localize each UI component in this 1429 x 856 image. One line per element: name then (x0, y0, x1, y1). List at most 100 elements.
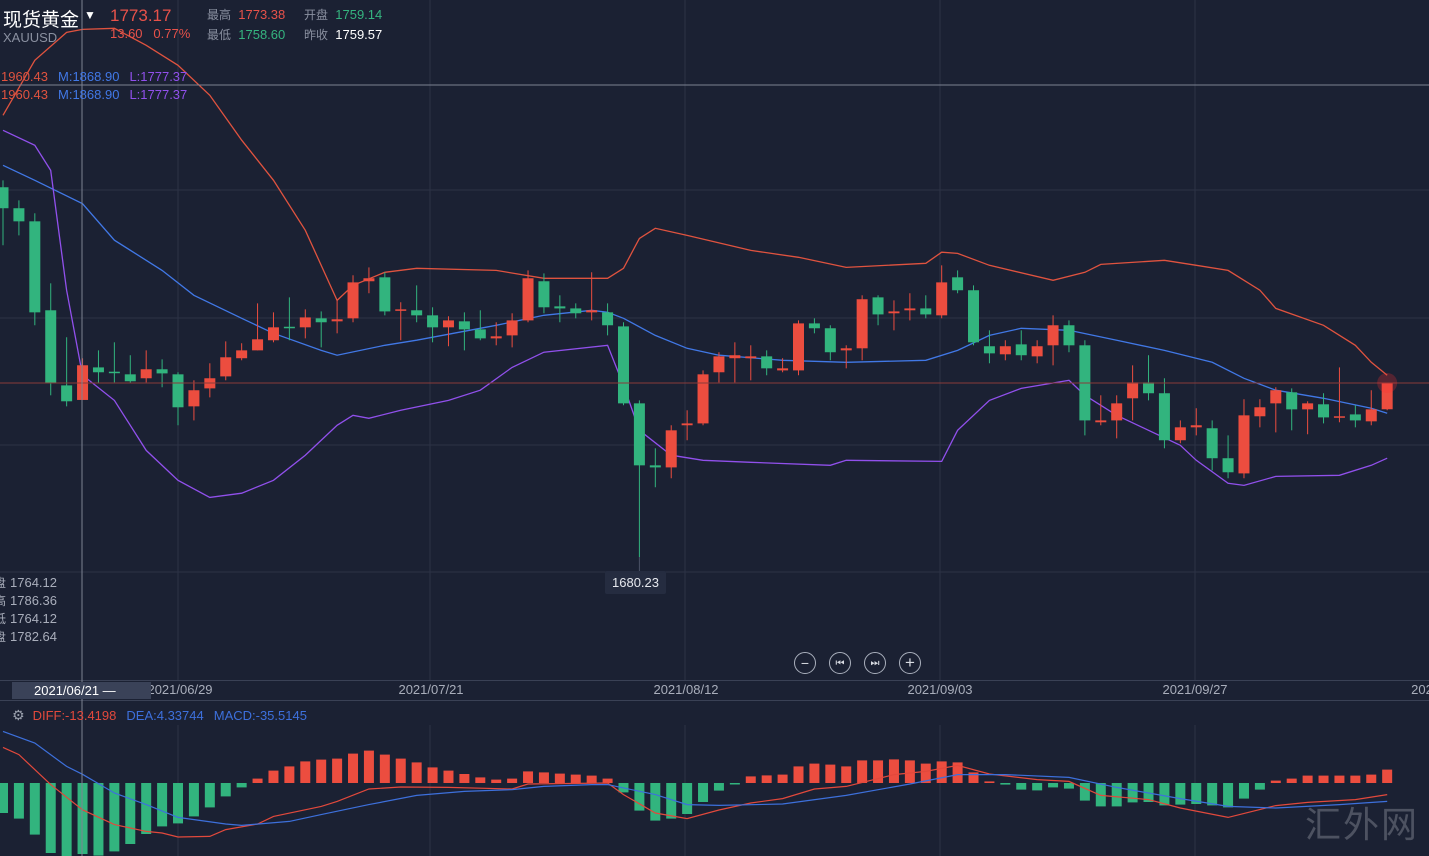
candle-body (299, 317, 311, 328)
boll-lower-value: L:1777.37 (129, 69, 188, 84)
open-label: 开盘 (304, 8, 329, 22)
crosshair-low: 最低1764.12 (0, 610, 57, 627)
change-percent: 0.77% (153, 26, 191, 41)
candle-body (840, 348, 852, 351)
ohlc-label: 收盘 (0, 630, 7, 644)
candle-body (872, 297, 884, 315)
macd-histogram-bar (125, 783, 136, 844)
candle-body (777, 368, 789, 371)
macd-histogram-bar (1032, 783, 1043, 791)
macd-histogram-bar (157, 783, 168, 827)
change-value: 13.60 (110, 26, 143, 41)
open-value: 1759.14 (335, 7, 383, 22)
macd-histogram-bar (1334, 775, 1345, 783)
candle-body (808, 323, 820, 329)
skip-forward-icon: ⏭ (870, 657, 880, 669)
zoom-in-button[interactable]: + (899, 652, 921, 674)
macd-histogram-bar (1318, 775, 1329, 783)
candle-body (729, 355, 741, 359)
macd-histogram-bar (984, 781, 995, 783)
candle-body (61, 385, 73, 402)
macd-histogram-bar (188, 783, 199, 817)
candle-body (1302, 403, 1314, 410)
macd-histogram-bar (1111, 783, 1122, 807)
macd-histogram-bar (1095, 783, 1106, 807)
candle-body (633, 403, 645, 466)
macd-histogram-bar (459, 774, 470, 783)
candles (0, 180, 1393, 558)
boll-mid-value: M:1868.90 (58, 87, 120, 102)
macd-histogram-bar (1127, 783, 1138, 803)
macd-histogram-bar (268, 770, 279, 783)
macd-histogram-bar (236, 783, 247, 788)
candle-body (1222, 458, 1234, 473)
boll-mid-value: M:1868.90 (58, 69, 120, 84)
watermark-logo: 汇外网 (1304, 805, 1419, 846)
gear-icon[interactable]: ⚙ (12, 707, 25, 723)
macd-legend: ⚙ DIFF:-13.4198 DEA:4.33744 MACD:-35.5145 (12, 707, 307, 724)
macd-histogram-bar (0, 783, 8, 813)
crosshair-open: 开盘1764.12 (0, 574, 57, 591)
high-value: 1773.38 (238, 7, 286, 22)
macd-histogram-bar (220, 783, 231, 797)
candle-body (999, 346, 1011, 355)
macd-histogram-bar (443, 770, 454, 783)
boll-lower-value: L:1777.37 (129, 87, 188, 102)
macd-dea-line (2, 730, 1388, 827)
macd-histogram-bar (395, 758, 406, 783)
candle-body (236, 350, 248, 359)
candle-body (1318, 404, 1330, 418)
macd-histogram-bar (1286, 778, 1297, 783)
macd-diff-line (2, 746, 1388, 838)
candle-body (172, 374, 184, 408)
macd-histogram-bar (109, 783, 120, 852)
macd-histogram-bar (554, 773, 565, 783)
macd-histogram-bar (77, 783, 88, 855)
candle-body (1254, 407, 1266, 417)
macd-histogram-bar (952, 762, 963, 783)
scroll-right-button[interactable]: ⏭ (864, 652, 886, 674)
candle-body (124, 374, 136, 382)
macd-histogram-bar (379, 754, 390, 783)
candle-body (888, 311, 900, 314)
macd-histogram-bar (936, 761, 947, 783)
macd-histogram-bar (682, 783, 693, 814)
min-price-label: 1680.23 (605, 571, 666, 594)
candle-body (252, 339, 264, 351)
crosshair-close: 收盘1782.64 (0, 628, 57, 645)
candle-body (1286, 392, 1298, 410)
macd-histogram-bar (634, 783, 645, 811)
macd-histogram-bar (729, 783, 740, 785)
macd-histogram-bar (491, 779, 502, 783)
candle-body (1015, 344, 1027, 356)
ohlc-value: 1764.12 (10, 611, 58, 626)
macd-histogram-bar (173, 783, 184, 824)
candle-body (347, 282, 359, 319)
candle-body (681, 423, 693, 426)
instrument-dropdown-icon[interactable]: ▼ (84, 8, 96, 22)
quote-high: 最高 1773.38 (207, 6, 285, 23)
instrument-symbol: XAUUSD (3, 30, 58, 45)
macd-histogram-bar (666, 783, 677, 819)
candle-body (45, 310, 57, 384)
candle-body (442, 320, 454, 328)
macd-histogram-bar (1382, 769, 1393, 783)
instrument-name[interactable]: 现货黄金 (3, 9, 80, 31)
candle-body (1174, 427, 1186, 441)
candle-body (220, 357, 232, 377)
macd-histogram-bar (713, 783, 724, 791)
candle-body (920, 308, 932, 315)
macd-histogram-bar (1191, 783, 1202, 804)
macd-histogram-bar (745, 776, 756, 783)
candle-body (140, 369, 152, 379)
candle-body (856, 299, 868, 349)
zoom-out-button[interactable]: − (794, 652, 816, 674)
boll-mid-line (2, 164, 1388, 414)
minus-icon: − (800, 655, 810, 671)
macd-histogram-bar (857, 760, 868, 783)
scroll-left-button[interactable]: ⏮ (829, 652, 851, 674)
candle-body (968, 290, 980, 343)
quote-prev-close: 昨收 1759.57 (304, 26, 382, 43)
